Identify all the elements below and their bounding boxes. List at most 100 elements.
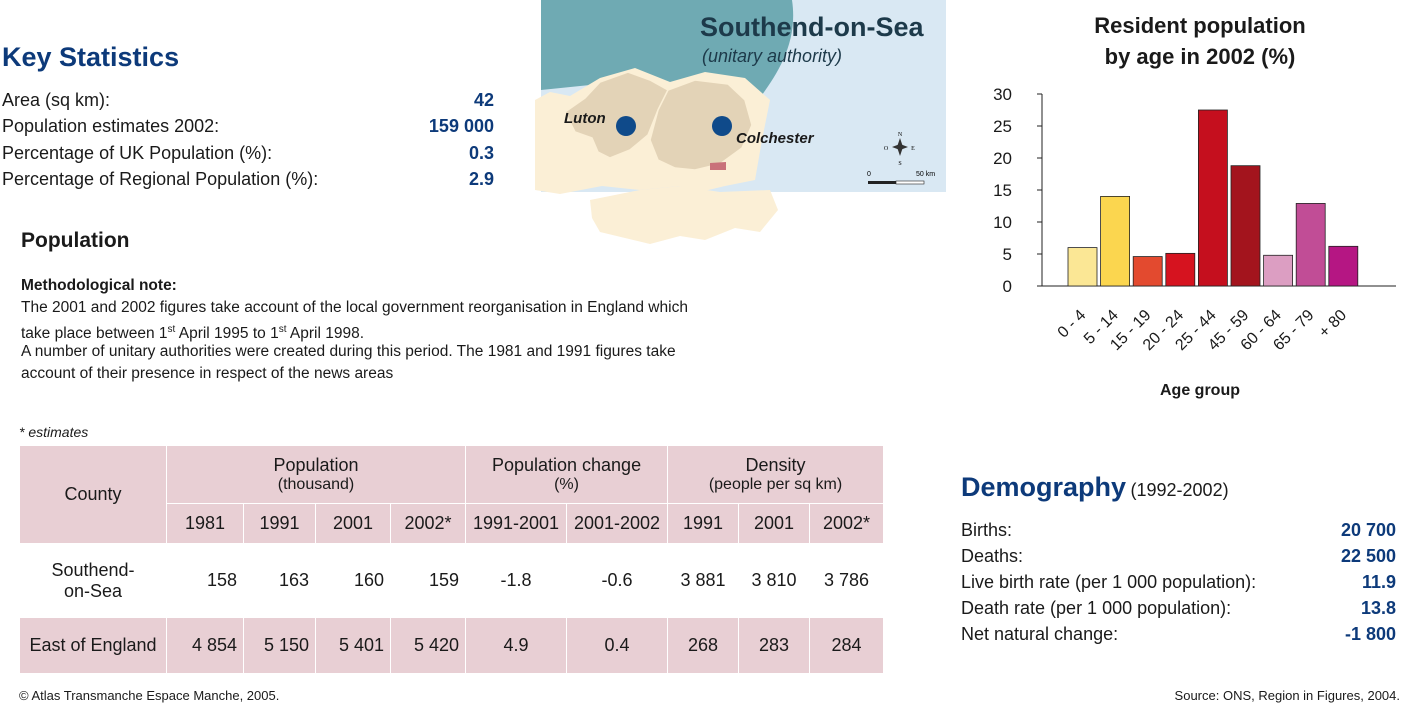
- stat-row: Percentage of UK Population (%): 0.3: [2, 143, 494, 169]
- demography-value: 11.9: [1361, 572, 1396, 592]
- demography-title: Demography: [961, 472, 1127, 502]
- city-label-luton: Luton: [564, 110, 606, 127]
- stat-value: 159 000: [428, 116, 494, 136]
- demography-value: 13.8: [1360, 598, 1396, 618]
- x-tick-label: + 80: [1316, 307, 1350, 341]
- header-population-label: Population: [273, 455, 359, 475]
- year-header: 1981: [166, 503, 244, 544]
- bar: [1328, 245, 1359, 287]
- demography-value: -1 800: [1344, 624, 1396, 644]
- note-text: April 1995 to 1: [175, 325, 279, 343]
- table-cell: 268: [667, 617, 740, 674]
- demography-row: Death rate (per 1 000 population): 13.8: [961, 598, 1396, 624]
- bar: [1165, 252, 1196, 287]
- table-cell: 3 786: [809, 543, 885, 618]
- y-tick-label: 5: [1003, 245, 1012, 264]
- county-name: East of England: [19, 617, 167, 674]
- stat-row: Area (sq km): 42: [2, 90, 494, 116]
- compass-o: O: [884, 146, 889, 152]
- bar: [1067, 247, 1098, 287]
- city-label-colchester: Colchester: [736, 130, 814, 147]
- y-tick-label: 20: [993, 149, 1012, 168]
- scale-max: 50 km: [916, 171, 935, 178]
- map-land-south: [590, 186, 778, 244]
- table-cell: -1.8: [465, 543, 568, 618]
- table-cell: 4.9: [465, 617, 568, 674]
- map-title: Southend-on-Sea: [700, 12, 924, 42]
- y-tick-label: 15: [993, 181, 1012, 200]
- year-header: 2001-2002: [566, 503, 669, 544]
- year-header: 1991: [667, 503, 740, 544]
- population-table: County Population (thousand) Population …: [19, 445, 885, 674]
- header-density-label: Density: [745, 455, 806, 475]
- header-density: Density (people per sq km): [667, 445, 885, 504]
- stat-label: Percentage of Regional Population (%):: [2, 169, 319, 189]
- estimates-note: * estimates: [19, 424, 89, 440]
- demography-label: Net natural change:: [961, 624, 1119, 644]
- stat-row: Percentage of Regional Population (%): 2…: [2, 169, 494, 195]
- bar: [1295, 203, 1326, 287]
- county-name-line: Southend-: [51, 559, 135, 580]
- note-text: April 1998.: [286, 325, 365, 343]
- table-cell: 0.4: [566, 617, 669, 674]
- header-change: Population change (%): [465, 445, 669, 504]
- bar: [1132, 256, 1163, 287]
- population-title: Population: [21, 229, 130, 252]
- note-line: The 2001 and 2002 figures take account o…: [21, 299, 688, 316]
- stat-label: Population estimates 2002:: [2, 116, 220, 136]
- luton-marker: [616, 116, 636, 136]
- note-line: account of their presence in respect of …: [21, 365, 394, 382]
- county-name: Southend- on-Sea: [19, 543, 167, 618]
- colchester-marker: [712, 116, 732, 136]
- table-cell: 3 810: [738, 543, 811, 618]
- demography-label: Deaths:: [961, 546, 1024, 566]
- table-cell: 5 150: [243, 617, 316, 674]
- map-subtitle: (unitary authority): [702, 46, 843, 66]
- stat-label: Percentage of UK Population (%):: [2, 143, 273, 163]
- bar: [1100, 196, 1131, 287]
- source: Source: ONS, Region in Figures, 2004.: [1174, 688, 1400, 703]
- y-tick-label: 10: [993, 213, 1012, 232]
- chart-xlabel: Age group: [1160, 382, 1240, 399]
- demography-label: Births:: [961, 520, 1013, 540]
- compass-s: S: [898, 161, 901, 167]
- chart-title-line: Resident population: [1094, 13, 1306, 38]
- bar: [1197, 109, 1228, 287]
- header-population: Population (thousand): [165, 445, 467, 504]
- note-text: take place between 1: [21, 325, 168, 343]
- table-cell: 158: [166, 543, 244, 618]
- key-statistics-title: Key Statistics: [2, 42, 180, 72]
- y-tick-label: 30: [993, 85, 1012, 104]
- table-cell: 159: [389, 543, 467, 618]
- bar: [1230, 165, 1261, 287]
- header-change-label: Population change: [491, 455, 642, 475]
- note-line: A number of unitary authorities were cre…: [21, 343, 676, 360]
- demography-value: 20 700: [1340, 520, 1396, 540]
- table-cell: 5 401: [315, 617, 391, 674]
- demography-value: 22 500: [1340, 546, 1396, 566]
- scale-bar: 0 50 km: [867, 171, 935, 185]
- demography-period: (1992-2002): [1130, 480, 1229, 500]
- map-region-east: [649, 79, 753, 171]
- stat-value: 42: [473, 90, 494, 110]
- compass-n: N: [898, 132, 903, 138]
- note-line: take place between 1st April 1995 to 1st…: [21, 319, 364, 345]
- demography-row: Live birth rate (per 1 000 population): …: [961, 572, 1396, 598]
- year-header: 1991-2001: [465, 503, 568, 544]
- header-population-unit: (thousand): [277, 476, 355, 493]
- demography-row: Net natural change: -1 800: [961, 624, 1396, 650]
- note-sup: st: [278, 324, 287, 335]
- demography-row: Deaths: 22 500: [961, 546, 1396, 572]
- note-sup: st: [167, 324, 176, 335]
- header-change-unit: (%): [554, 476, 579, 493]
- region-map: N S E O 0 50 km: [535, 0, 946, 244]
- year-header: 2001: [738, 503, 811, 544]
- southend-highlight: [710, 162, 726, 170]
- header-county: County: [19, 445, 167, 544]
- table-cell: 163: [243, 543, 316, 618]
- chart-title: Resident population by age in 2002 (%): [985, 10, 1404, 72]
- compass-e: E: [911, 146, 915, 152]
- table-row: Southend- on-Sea 158 163 160 159 -1.8 -0…: [19, 543, 885, 618]
- county-name-line: on-Sea: [63, 580, 123, 601]
